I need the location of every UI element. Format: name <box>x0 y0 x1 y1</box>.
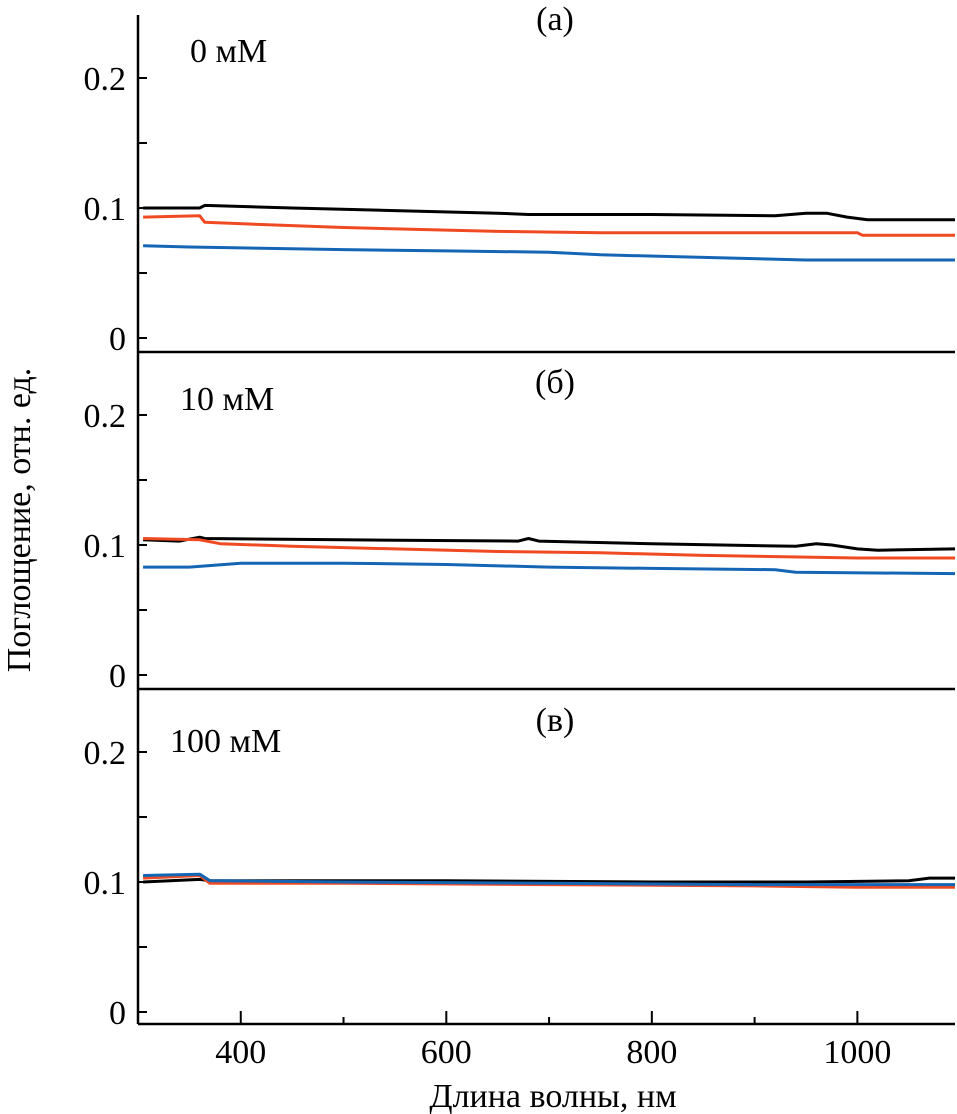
series-line-red <box>143 537 955 560</box>
concentration-label: 10 мМ <box>180 381 274 418</box>
y-tick-label: 0.2 <box>84 61 127 98</box>
x-axis-title: Длина волны, нм <box>429 1078 676 1114</box>
y-tick-label: 0.2 <box>84 735 127 772</box>
y-tick-label: 0.1 <box>84 865 127 902</box>
x-tick-label: 800 <box>626 1034 677 1071</box>
y-axis-title: Поглощение, отн. ед. <box>1 368 38 673</box>
series-line-blue <box>143 244 955 262</box>
series-line-blue <box>143 872 955 887</box>
y-tick-label: 0.2 <box>84 398 127 435</box>
y-tick-label: 0.1 <box>84 528 127 565</box>
y-tick-label: 0.1 <box>84 191 127 228</box>
panel-1: 0 0.1 0.2 (а) 0 мМ <box>84 1 955 358</box>
x-tick-label: 400 <box>215 1034 266 1071</box>
concentration-label: 100 мМ <box>170 723 281 760</box>
concentration-label: 0 мМ <box>190 33 267 70</box>
series-line-black <box>143 203 955 222</box>
panel-tag: (б) <box>535 364 575 401</box>
panel-tag: (а) <box>536 1 574 38</box>
series-line-red <box>143 214 955 237</box>
panel-tag: (в) <box>536 702 575 739</box>
x-tick-label: 600 <box>421 1034 472 1071</box>
y-tick-label: 0 <box>109 995 126 1032</box>
y-tick-label: 0 <box>109 658 126 695</box>
x-tick-label: 1000 <box>823 1034 891 1071</box>
series-line-black <box>143 535 956 552</box>
y-tick-label: 0 <box>109 321 126 358</box>
panel-3: 0 0.1 0.2 (в) 100 мМ <box>84 702 955 1032</box>
panels: 0 0.1 0.2 (а) 0 мМ 0 0.1 0.2 (б) 10 мМ 0 0.1 0.2 (в) 1… <box>84 1 956 1032</box>
series-line-blue <box>143 561 956 576</box>
x-axis: 400 600 800 1000 <box>215 1011 891 1071</box>
panel-2: 0 0.1 0.2 (б) 10 мМ <box>84 364 956 695</box>
